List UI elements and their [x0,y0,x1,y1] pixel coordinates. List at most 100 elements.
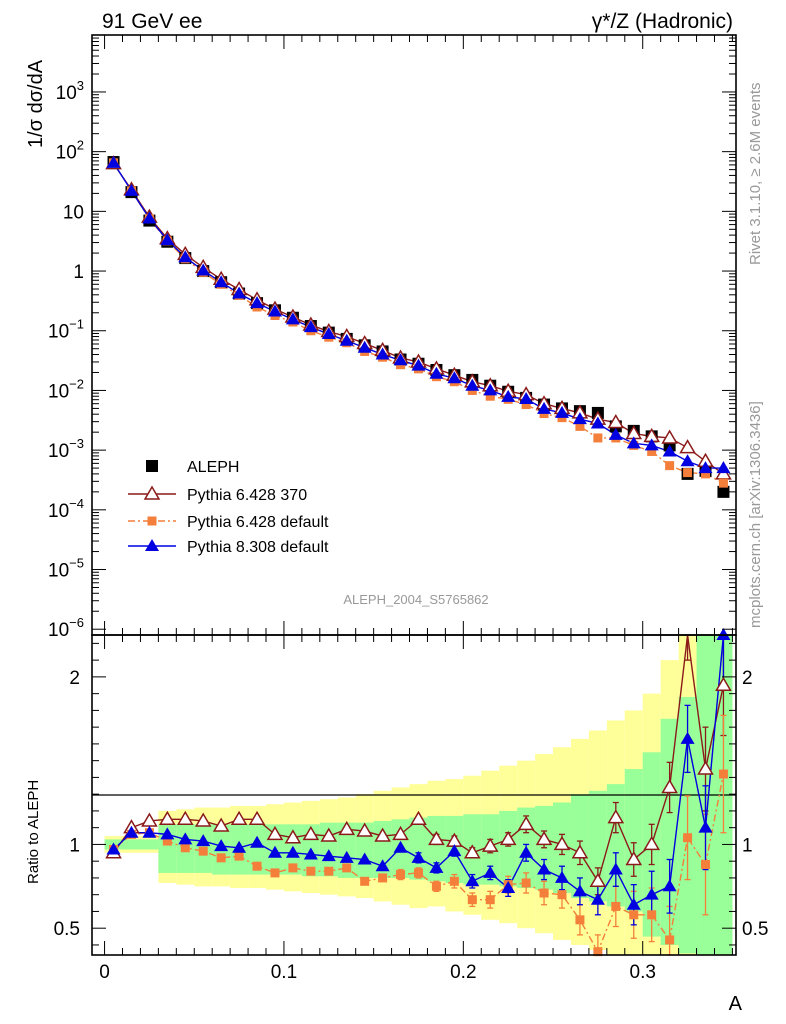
ratio-point-s2 [411,850,426,863]
main-point-s0 [717,485,730,498]
ratio-point-s1 [396,870,406,880]
ratio-point-s0 [517,815,535,831]
main-point-s2 [593,433,603,443]
main-point-s3 [537,401,552,414]
main-point-s3 [519,391,534,404]
ratio-point-s1 [718,769,728,779]
legend-label-1: Pythia 6.428 370 [187,487,307,504]
ratio-y-axis-title: Ratio to ALEPH [25,780,42,884]
ratio-point-s0 [356,822,373,837]
legend-marker-3 [145,539,159,551]
ratio-point-s1 [467,895,477,905]
ratio-point-s2 [662,879,677,892]
ratio-point-s0 [392,825,409,841]
ratio-point-s0 [715,676,732,692]
ratio-point-s1 [431,881,441,891]
y-tick-label: 10−6 [48,615,84,641]
main-point-s3 [267,304,282,317]
ratio-point-s0 [230,810,248,826]
main-point-s3 [285,312,300,325]
ratio-point-s0 [159,810,176,826]
ratio-point-s0 [643,835,660,851]
ratio-point-s1 [252,861,262,871]
ratio-point-s1 [234,851,244,861]
ratio-point-s2 [196,834,211,847]
main-point-s3 [196,263,211,276]
y-tick-label: 10−2 [48,376,84,402]
main-point-s3 [501,389,516,402]
ratio-point-s0 [589,872,607,888]
header-left: 91 GeV ee [102,10,202,33]
main-point-s3 [357,340,372,353]
rivet-label: Rivet 3.1.10, ≥ 2.6M events [747,83,764,266]
x-tick-label: 0.1 [271,962,297,983]
y-tick-label: 102 [56,138,84,164]
ratio-point-s2 [465,874,480,887]
ratio-point-s0 [194,812,212,827]
ratio-point-s1 [162,836,172,846]
ratio-point-s1 [449,876,459,886]
ratio-point-s2 [178,832,193,845]
ratio-point-s1 [360,876,370,886]
main-point-s3 [662,444,677,457]
ratio-point-s1 [575,915,585,925]
ratio-point-s2 [214,839,229,852]
ratio-point-s0 [212,817,230,832]
ratio-band-green [409,817,428,880]
ratio-point-s2 [357,852,372,865]
ratio-band-green [104,839,159,850]
x-tick-label: 0.3 [630,962,656,983]
ratio-point-s0 [553,835,571,851]
ratio-point-s2 [142,825,157,838]
ratio-point-s1 [665,935,675,945]
ratio-point-s1 [593,947,603,957]
ratio-point-s0 [266,825,284,841]
main-point-s3 [124,183,139,196]
ratio-point-s1 [216,853,226,863]
legend-marker-2 [147,516,157,526]
ratio-point-s2 [124,825,139,838]
ratio-point-s2 [626,897,641,910]
ratio-point-s2 [429,860,444,873]
ratio-point-s2 [393,840,408,853]
ratio-point-s2 [680,731,695,744]
ratio-point-s1 [683,833,693,843]
ratio-point-s0 [248,810,266,826]
main-point-s3 [716,461,731,474]
analysis-id: ALEPH_2004_S5765862 [343,592,488,607]
main-point-s3 [572,412,587,425]
ratio-y-tick-label: 2 [69,668,80,689]
main-point-s3 [393,353,408,366]
ratio-point-s1 [342,863,352,873]
legend: ALEPH Pythia 6.428 370 Pythia 6.428 defaul… [128,459,329,556]
main-point-s3 [608,427,623,440]
ratio-point-s0 [176,810,194,826]
ratio-point-s2 [537,862,552,875]
main-point-s3 [339,333,354,346]
ratio-point-s1 [324,866,334,876]
ratio-point-s1 [701,860,711,870]
ratio-point-s1 [485,895,495,905]
y-tick-label: 103 [56,78,84,104]
ratio-point-s2 [644,887,659,900]
main-point-s2 [701,469,711,479]
ratio-point-s1 [306,866,316,876]
y-tick-label: 10−3 [48,436,84,462]
ratio-point-s0 [428,830,445,846]
ratio-point-s2 [321,849,336,862]
x-tick-label: 0.2 [450,962,476,983]
main-point-s2 [665,461,675,471]
ratio-point-s1 [378,873,388,883]
ratio-point-s2 [303,847,318,860]
ratio-point-s2 [572,884,587,897]
ratio-point-s2 [232,840,247,853]
ratio-point-s1 [521,878,531,888]
main-point-s3 [321,327,336,340]
y-tick-label: 10−5 [48,556,84,582]
ratio-point-s1 [557,890,567,900]
ratio-point-s1 [270,868,280,878]
ratio-point-s0 [481,837,499,852]
ratio-point-s0 [571,844,589,859]
main-point-s3 [178,250,193,263]
ratio-point-s1 [288,863,298,873]
